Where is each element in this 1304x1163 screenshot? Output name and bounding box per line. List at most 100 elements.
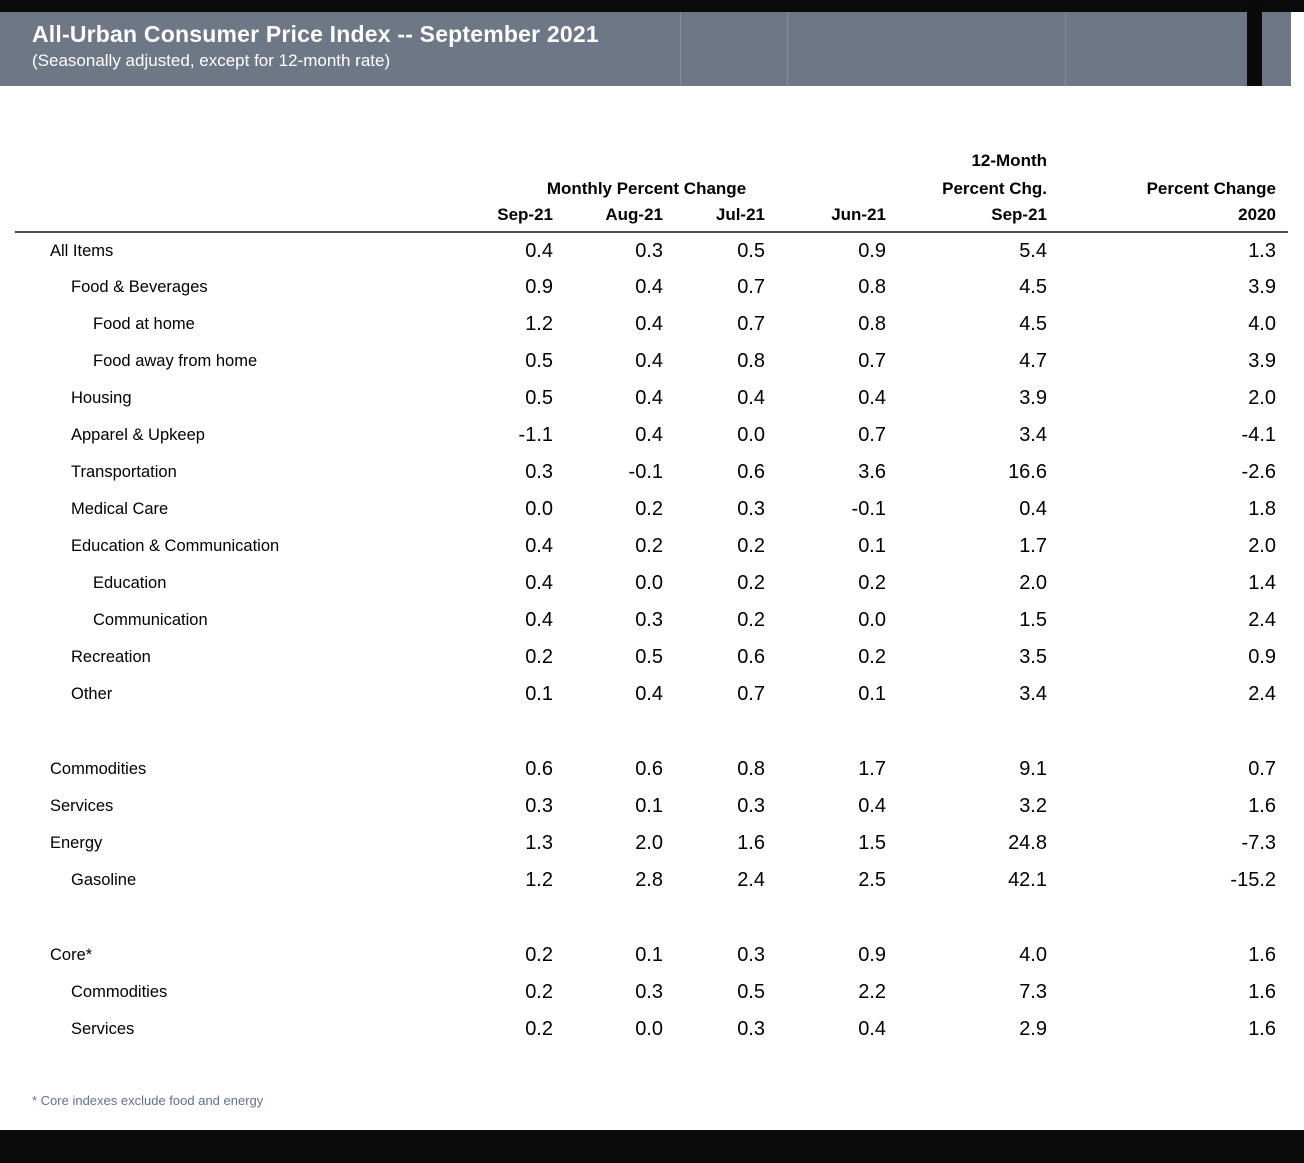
cell-value: 0.4 xyxy=(525,239,553,262)
footnote: * Core indexes exclude food and energy xyxy=(32,1093,264,1108)
cell-value: 0.2 xyxy=(635,535,663,557)
cell-value: 0.5 xyxy=(635,646,663,668)
cell-value: 0.3 xyxy=(525,795,553,817)
cell-value: -7.3 xyxy=(1241,832,1276,854)
cell-value: 0.5 xyxy=(737,981,765,1003)
cell-value: -0.1 xyxy=(628,461,663,483)
cell-value: 0.4 xyxy=(525,609,553,631)
row-label: Transportation xyxy=(71,463,177,481)
cell-value: 0.2 xyxy=(525,646,553,668)
cell-value: 0.2 xyxy=(858,572,886,594)
cell-value: 0.0 xyxy=(737,424,765,446)
row-label: Energy xyxy=(50,834,103,852)
cell-value: 9.1 xyxy=(1019,758,1047,780)
column-header-jun21: Jun-21 xyxy=(777,199,898,233)
cell-value: 0.9 xyxy=(525,276,553,298)
row-label: Education xyxy=(93,574,167,592)
cell-value: 1.6 xyxy=(737,832,765,854)
header-column-divider xyxy=(1065,12,1066,86)
table-row: Commodities 0.6 0.6 0.8 1.7 9.1 0.7 xyxy=(15,751,1288,788)
cell-value: 0.8 xyxy=(858,313,886,335)
cell-value: 2.0 xyxy=(635,832,663,854)
cell-value: 0.4 xyxy=(635,276,663,298)
cell-value: 3.9 xyxy=(1248,276,1276,298)
row-label: Core* xyxy=(50,946,93,964)
cell-value: 0.5 xyxy=(737,239,765,262)
cell-value: 0.0 xyxy=(635,1018,663,1040)
table-row: Apparel & Upkeep -1.1 0.4 0.0 0.7 3.4 -4.1 xyxy=(15,417,1288,454)
table-row: Communication 0.4 0.3 0.2 0.0 1.5 2.4 xyxy=(15,602,1288,639)
cell-value: 2.9 xyxy=(1019,1018,1047,1040)
row-label: Food away from home xyxy=(93,352,258,370)
row-label: Apparel & Upkeep xyxy=(71,426,205,444)
table-row: Food at home 1.2 0.4 0.7 0.8 4.5 4.0 xyxy=(15,306,1288,343)
cell-value: 0.1 xyxy=(525,683,553,705)
cell-value: 2.0 xyxy=(1019,572,1047,594)
cell-value: 1.4 xyxy=(1248,572,1276,594)
page-subtitle: (Seasonally adjusted, except for 12-mont… xyxy=(32,51,391,70)
cell-value: 3.6 xyxy=(858,461,886,483)
cell-value: 5.4 xyxy=(1019,239,1047,262)
table-row: Other 0.1 0.4 0.7 0.1 3.4 2.4 xyxy=(15,676,1288,713)
spacer-row xyxy=(15,899,1288,937)
cell-value: 0.4 xyxy=(635,683,663,705)
table-row: All Items 0.4 0.3 0.5 0.9 5.4 1.3 xyxy=(15,232,1288,269)
cell-value: 0.9 xyxy=(1248,646,1276,668)
bottom-black-bar xyxy=(0,1130,1304,1163)
cell-value: 0.7 xyxy=(737,276,765,298)
cell-value: 0.0 xyxy=(525,498,553,520)
cell-value: 0.3 xyxy=(635,609,663,631)
header-column-divider xyxy=(680,12,681,86)
cell-value: 0.2 xyxy=(858,646,886,668)
cell-value: 0.1 xyxy=(635,795,663,817)
header-row-3: Sep-21 Aug-21 Jul-21 Jun-21 Sep-21 2020 xyxy=(15,199,1288,233)
header-row-1: 12-Month xyxy=(15,145,1288,171)
row-label: Other xyxy=(71,685,113,703)
row-label: Food at home xyxy=(93,315,195,333)
cell-value: 16.6 xyxy=(1008,461,1047,483)
cell-value: 2.4 xyxy=(1248,683,1276,705)
spacer-row xyxy=(15,713,1288,751)
cpi-table: 12-Month Monthly Percent Change Percent … xyxy=(15,145,1288,1048)
table-row: Services 0.2 0.0 0.3 0.4 2.9 1.6 xyxy=(15,1011,1288,1048)
cell-value: 0.3 xyxy=(737,795,765,817)
table-row: Transportation 0.3 -0.1 0.6 3.6 16.6 -2.6 xyxy=(15,454,1288,491)
header-dark-column-block xyxy=(1247,0,1262,86)
cell-value: 1.2 xyxy=(525,869,553,891)
col-group-monthly: Monthly Percent Change xyxy=(546,179,747,198)
top-black-bar xyxy=(0,0,1304,12)
table-row: Energy 1.3 2.0 1.6 1.5 24.8 -7.3 xyxy=(15,825,1288,862)
cell-value: 0.4 xyxy=(737,387,765,409)
cell-value: 1.6 xyxy=(1248,944,1276,966)
col-group-12month-line1: 12-Month xyxy=(971,151,1047,170)
cell-value: 0.8 xyxy=(737,758,765,780)
cell-value: 0.1 xyxy=(858,535,886,557)
cell-value: 0.4 xyxy=(858,795,886,817)
cell-value: 0.7 xyxy=(858,424,886,446)
cell-value: 0.1 xyxy=(858,683,886,705)
cell-value: 0.6 xyxy=(525,758,553,780)
cell-value: 0.7 xyxy=(737,313,765,335)
cell-value: 4.0 xyxy=(1248,313,1276,335)
cell-value: -4.1 xyxy=(1241,424,1276,446)
column-header-12mo-sep21: Sep-21 xyxy=(898,199,1059,233)
cell-value: -0.1 xyxy=(851,498,886,520)
cell-value: 1.7 xyxy=(858,758,886,780)
row-label: All Items xyxy=(50,241,114,260)
cell-value: 0.6 xyxy=(737,461,765,483)
cell-value: 0.2 xyxy=(525,981,553,1003)
cell-value: 1.6 xyxy=(1248,795,1276,817)
cell-value: 0.5 xyxy=(525,350,553,372)
row-label: Commodities xyxy=(71,983,168,1001)
row-label: Food & Beverages xyxy=(71,278,208,296)
row-label: Medical Care xyxy=(71,500,169,518)
cell-value: 0.6 xyxy=(737,646,765,668)
cell-value: 0.4 xyxy=(635,313,663,335)
cell-value: 1.7 xyxy=(1019,535,1047,557)
row-label: Gasoline xyxy=(71,871,137,889)
cell-value: 0.8 xyxy=(858,276,886,298)
table-row: Core* 0.2 0.1 0.3 0.9 4.0 1.6 xyxy=(15,937,1288,974)
cell-value: 1.6 xyxy=(1248,1018,1276,1040)
cell-value: 2.0 xyxy=(1248,535,1276,557)
cell-value: 0.7 xyxy=(858,350,886,372)
